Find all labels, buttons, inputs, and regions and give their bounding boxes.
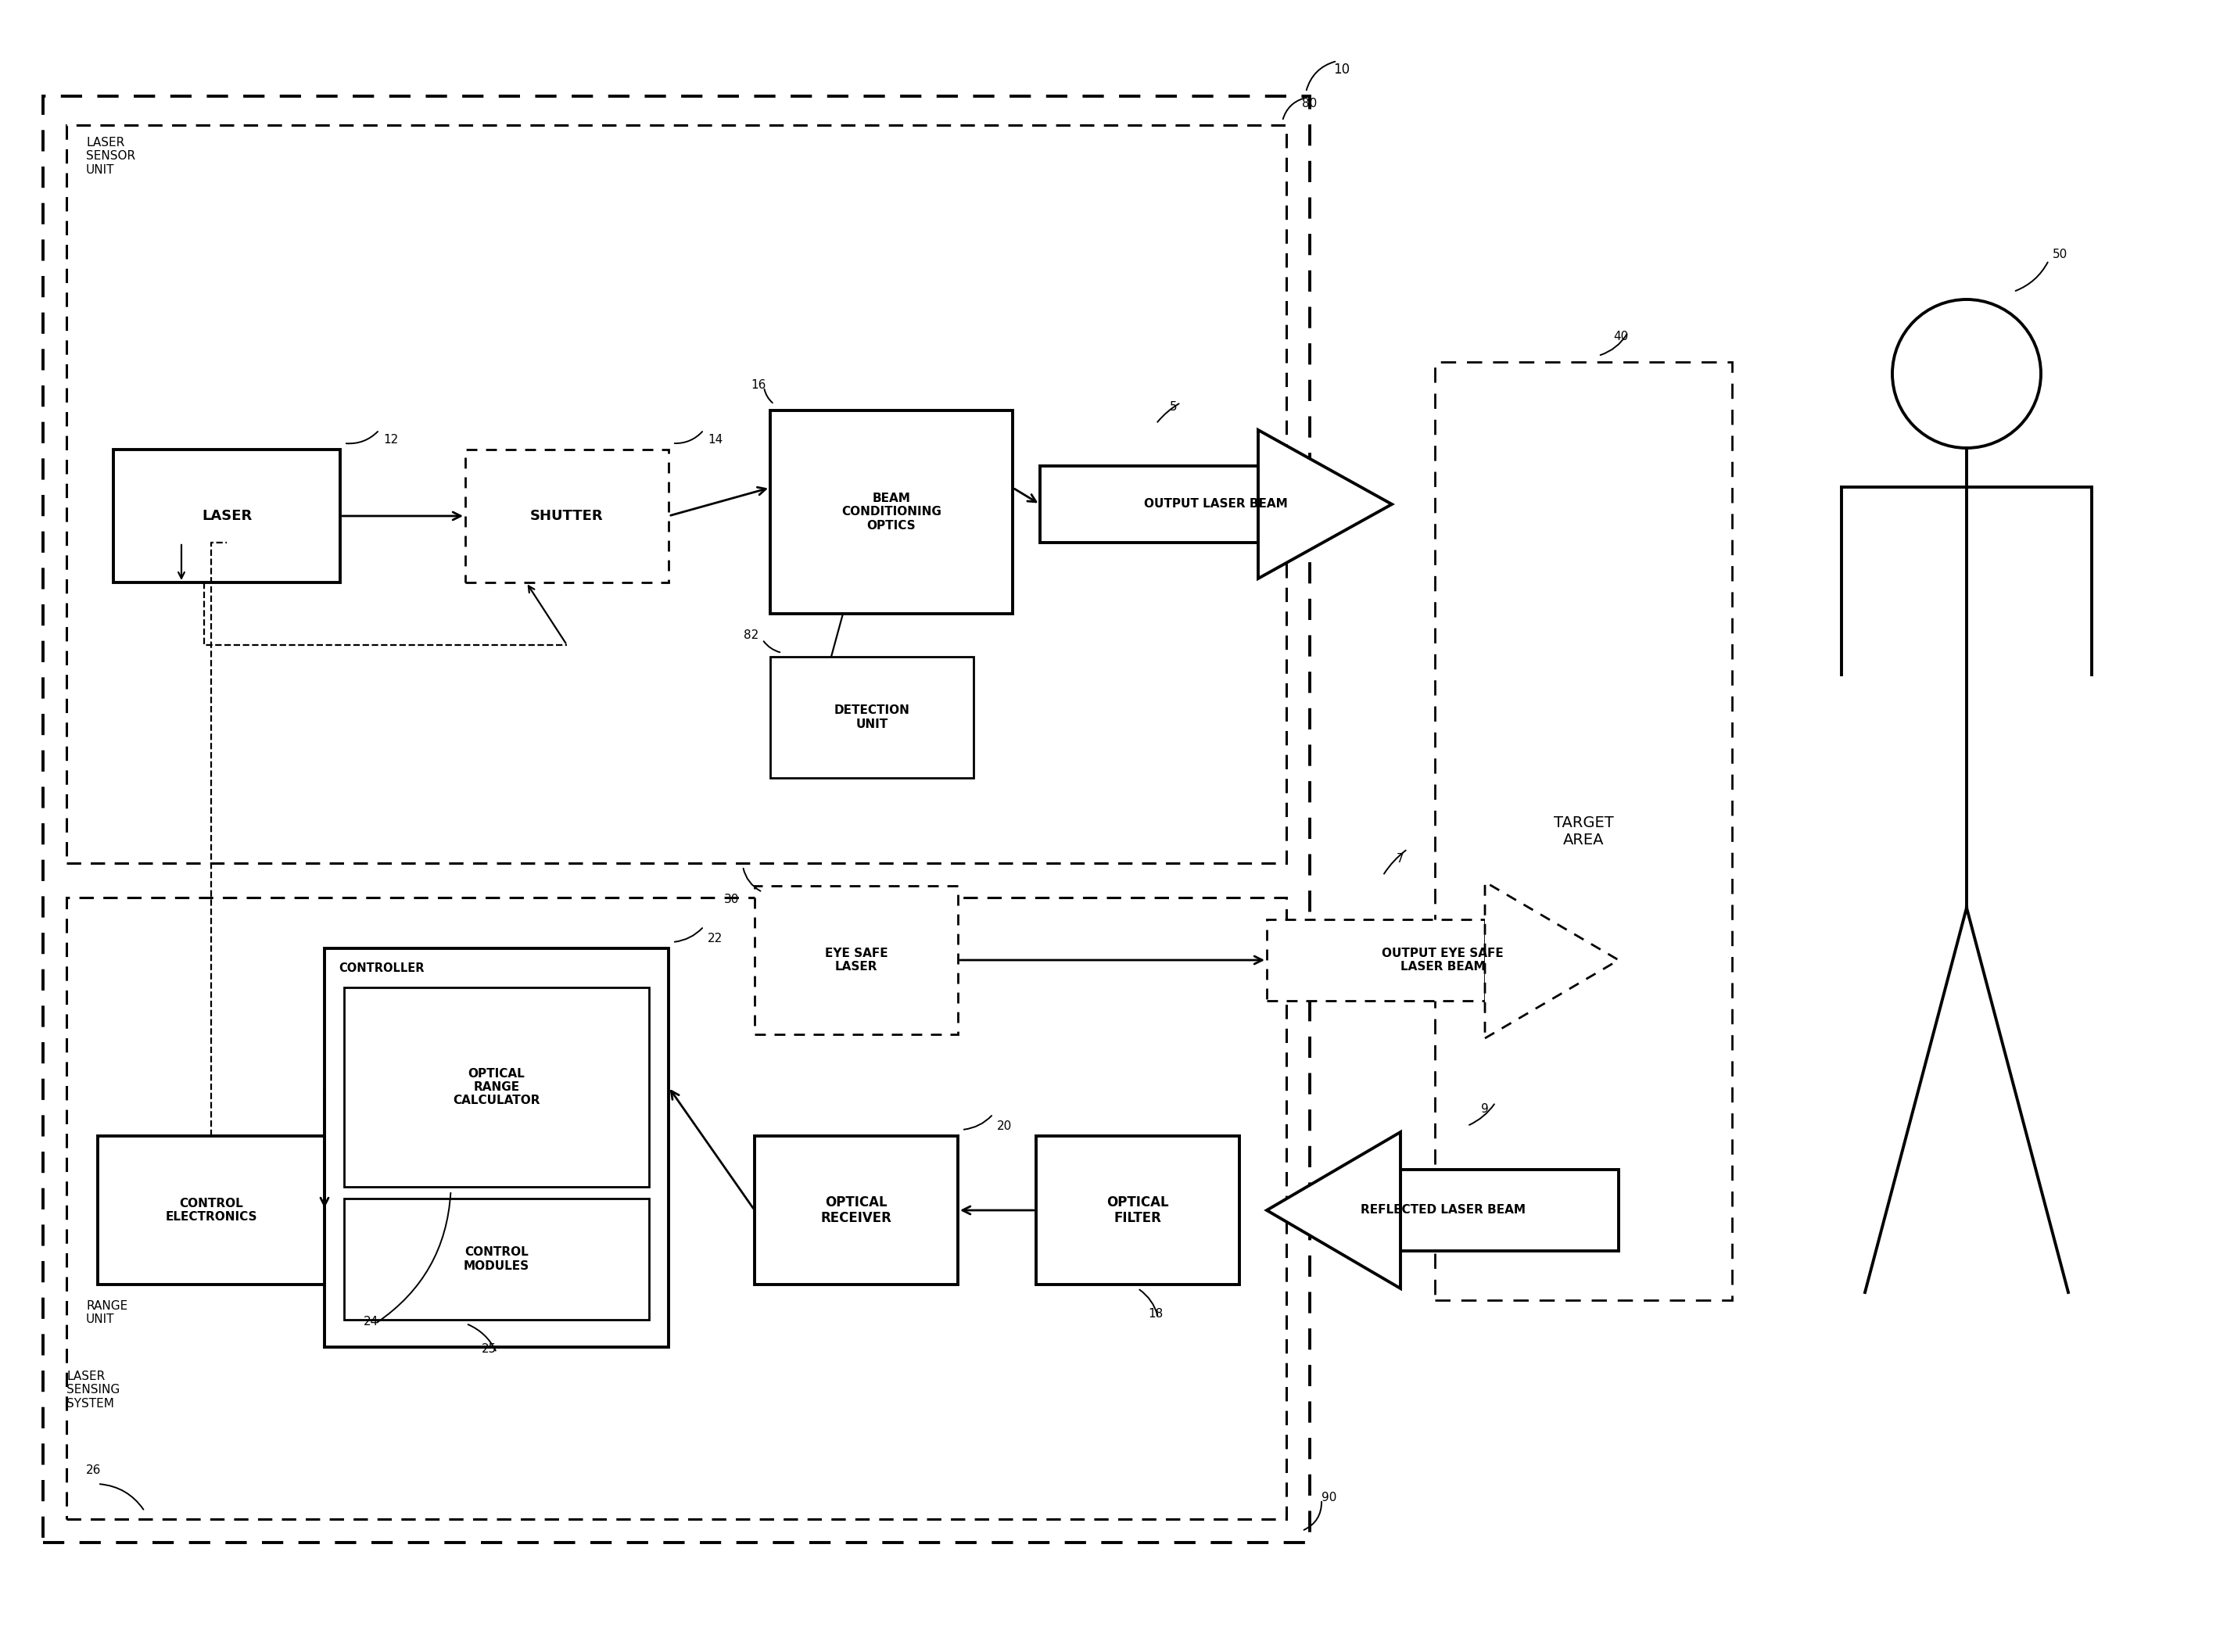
Text: SHUTTER: SHUTTER [530,509,604,524]
Text: 22: 22 [708,933,724,945]
Text: 7: 7 [1396,852,1405,864]
Bar [67,897,1287,1520]
Text: CONTROL
MODULES: CONTROL MODULES [463,1247,530,1272]
Bar [343,1199,648,1320]
Text: 50: 50 [2053,248,2067,261]
Text: EYE SAFE
LASER: EYE SAFE LASER [824,947,889,973]
Bar [465,449,668,583]
Text: 30: 30 [724,894,739,905]
Text: OUTPUT EYE SAFE
LASER BEAM: OUTPUT EYE SAFE LASER BEAM [1381,947,1503,973]
Text: 25: 25 [481,1343,497,1355]
Polygon shape [1258,430,1392,578]
Text: 10: 10 [1334,63,1350,76]
Polygon shape [1267,920,1485,1001]
Bar [1036,1137,1240,1285]
Bar [771,410,1013,613]
Text: 26: 26 [87,1464,100,1477]
Text: 12: 12 [383,434,399,446]
Text: 9: 9 [1481,1104,1488,1115]
Text: 16: 16 [750,380,766,392]
Text: 80: 80 [1303,97,1316,109]
Polygon shape [1401,1170,1619,1251]
Text: 90: 90 [1321,1492,1336,1503]
Bar [343,988,648,1186]
Bar [325,948,668,1346]
Bar [1434,362,1733,1300]
Text: CONTROL
ELECTRONICS: CONTROL ELECTRONICS [165,1198,256,1222]
Polygon shape [1040,466,1258,544]
Text: CONTROLLER: CONTROLLER [339,963,423,975]
Text: OPTICAL
RANGE
CALCULATOR: OPTICAL RANGE CALCULATOR [452,1067,541,1107]
Text: OPTICAL
FILTER: OPTICAL FILTER [1107,1194,1169,1226]
Text: OUTPUT LASER BEAM: OUTPUT LASER BEAM [1145,499,1287,510]
Text: 14: 14 [708,434,724,446]
Bar [42,96,1309,1543]
Text: BEAM
CONDITIONING
OPTICS: BEAM CONDITIONING OPTICS [842,492,942,532]
Text: REFLECTED LASER BEAM: REFLECTED LASER BEAM [1361,1204,1525,1216]
Text: LASER
SENSOR
UNIT: LASER SENSOR UNIT [87,137,136,175]
Text: 40: 40 [1612,330,1628,342]
Text: DETECTION
UNIT: DETECTION UNIT [833,705,911,730]
Bar [67,126,1287,862]
Text: RANGE
UNIT: RANGE UNIT [87,1300,127,1325]
Circle shape [1893,299,2040,448]
Bar [114,449,341,583]
Polygon shape [1485,882,1619,1037]
Text: OPTICAL
RECEIVER: OPTICAL RECEIVER [822,1194,891,1226]
Text: 18: 18 [1147,1308,1162,1320]
Text: 20: 20 [998,1120,1011,1132]
Text: 82: 82 [744,629,759,641]
Text: 24: 24 [363,1315,379,1328]
Bar [98,1137,325,1285]
Bar [771,657,973,778]
Polygon shape [1267,1132,1401,1289]
Text: TARGET
AREA: TARGET AREA [1554,814,1612,847]
Bar [755,1137,958,1285]
Bar [755,885,958,1034]
Text: LASER: LASER [203,509,252,524]
Text: LASER
SENSING
SYSTEM: LASER SENSING SYSTEM [67,1371,120,1409]
Text: 5: 5 [1169,401,1178,413]
